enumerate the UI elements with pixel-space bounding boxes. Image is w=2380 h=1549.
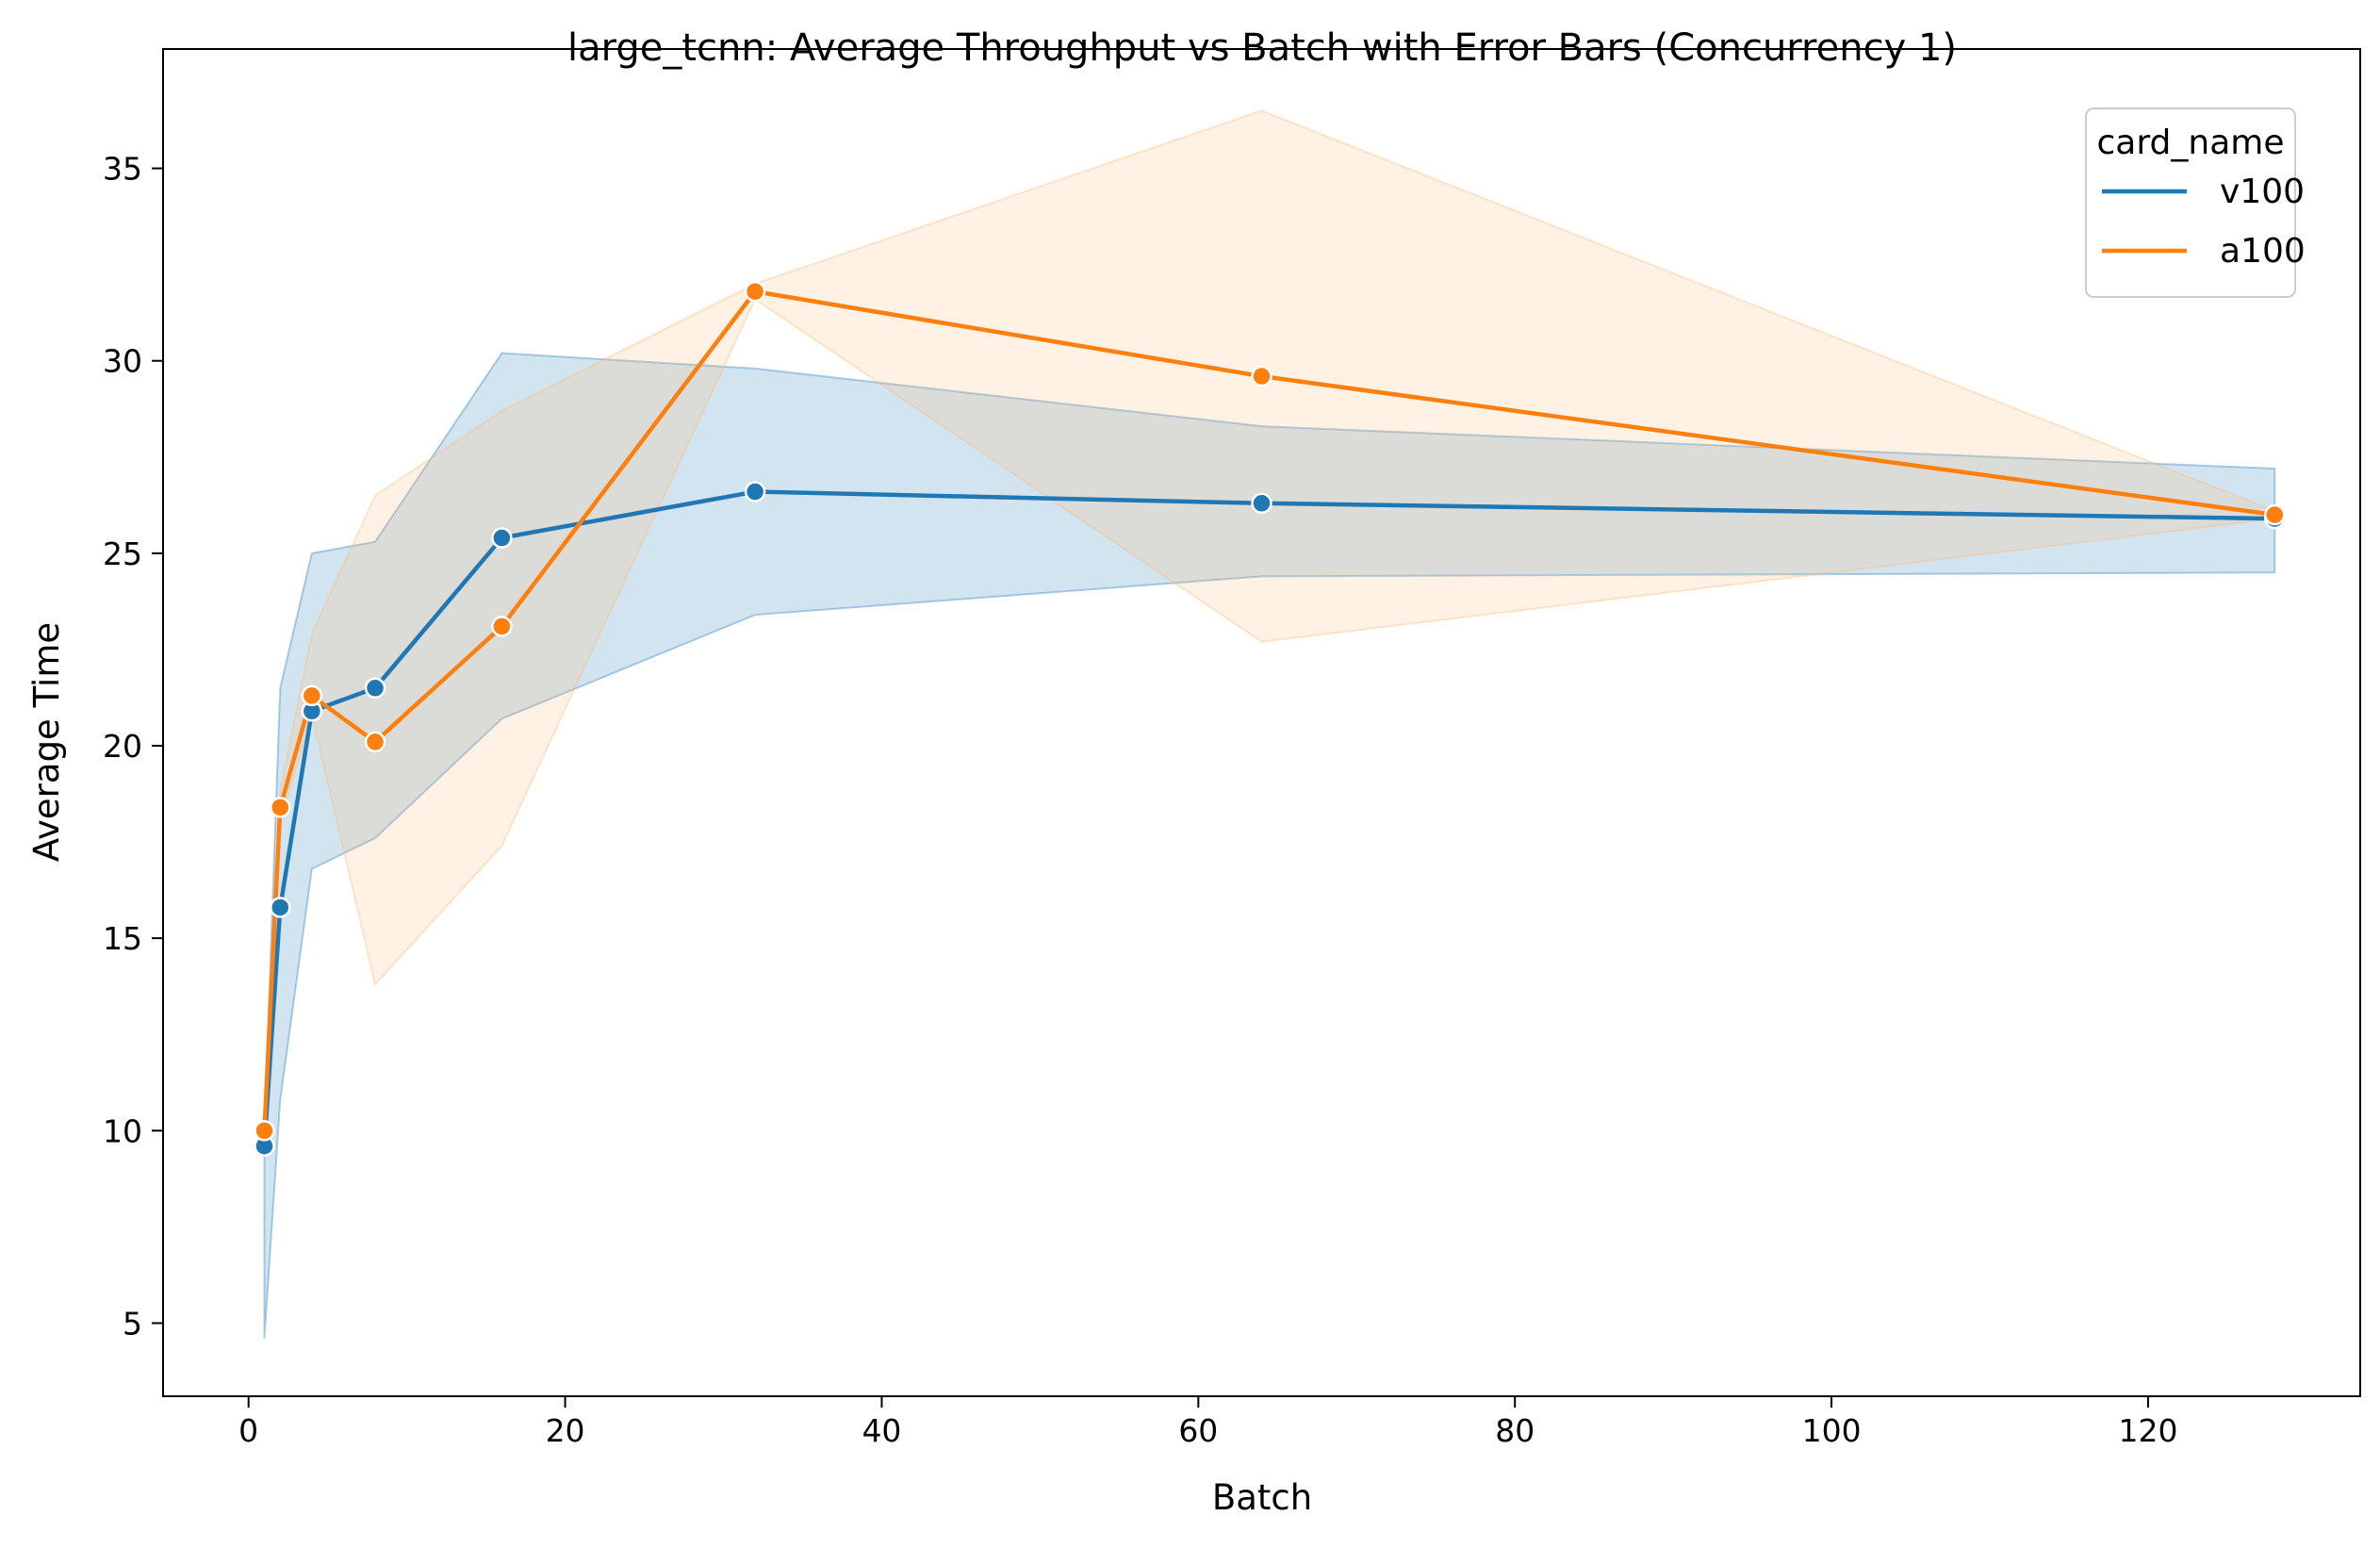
data-point-a100	[2264, 503, 2286, 526]
data-point-v100	[364, 677, 386, 700]
legend-title: card_name	[2097, 124, 2285, 162]
legend-label-a100: a100	[2220, 232, 2306, 271]
x-tick-label: 120	[2118, 1412, 2177, 1449]
data-point-a100	[254, 1120, 275, 1142]
data-point-a100	[364, 731, 386, 753]
data-point-a100	[491, 616, 513, 637]
data-point-a100	[1251, 365, 1272, 387]
data-point-a100	[301, 684, 323, 707]
x-tick-label: 80	[1495, 1412, 1535, 1449]
y-axis-ticks: 5 10 15 20 25 30 35	[103, 151, 163, 1342]
data-point-v100	[1251, 492, 1272, 515]
chart-title: large_tcnn: Average Throughput vs Batch …	[567, 26, 1957, 70]
y-tick-label: 5	[123, 1305, 142, 1342]
x-tick-label: 20	[546, 1412, 585, 1449]
y-axis-label: Average Time	[26, 622, 67, 862]
x-axis-label: Batch	[1212, 1477, 1312, 1518]
y-tick-label: 15	[103, 920, 142, 957]
confidence-band-v100	[263, 352, 2276, 1339]
data-point-a100	[744, 280, 766, 303]
data-point-v100	[270, 897, 291, 918]
y-tick-label: 20	[103, 728, 142, 765]
y-tick-label: 35	[103, 151, 142, 188]
x-tick-label: 100	[1802, 1412, 1862, 1449]
data-point-a100	[270, 797, 291, 818]
x-tick-label: 40	[862, 1412, 901, 1449]
legend: card_name v100 a100	[2085, 107, 2306, 298]
x-axis-ticks: 0 20 40 60 80 100 120	[238, 1396, 2177, 1449]
data-point-v100	[744, 481, 766, 503]
series-line-v100	[262, 489, 2275, 1146]
data-point-v100	[491, 527, 513, 549]
legend-label-v100: v100	[2220, 173, 2305, 211]
y-tick-label: 25	[103, 536, 142, 572]
y-tick-label: 30	[103, 343, 142, 380]
series-lines	[262, 288, 2275, 1146]
x-tick-label: 0	[238, 1412, 258, 1449]
plot-frame	[162, 48, 2361, 1397]
legend-items: v100 a100	[2102, 173, 2306, 271]
series-markers	[254, 280, 2286, 1157]
series-line-a100	[262, 288, 2275, 1131]
y-tick-label: 10	[103, 1112, 142, 1149]
x-tick-label: 60	[1178, 1412, 1218, 1449]
